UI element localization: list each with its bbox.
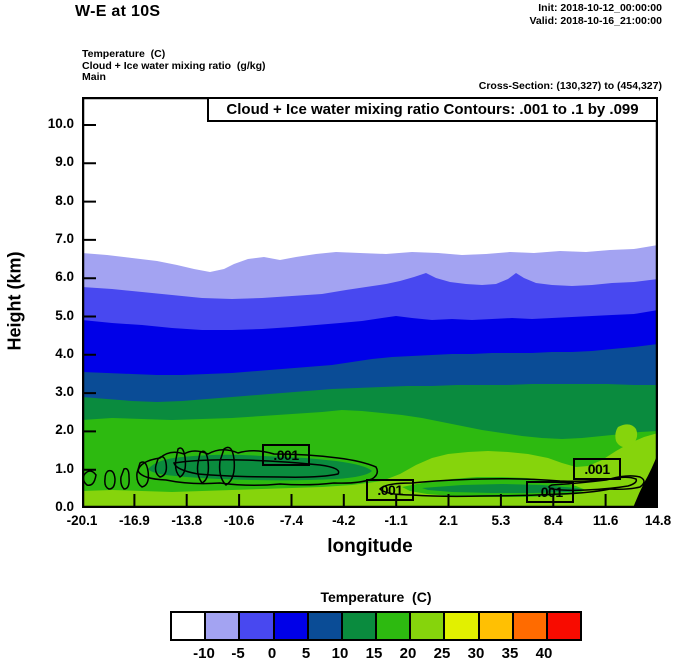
y-tick-label: 8.0: [55, 192, 74, 208]
colorbar-cell: [513, 613, 548, 639]
y-tick-label: 2.0: [55, 422, 74, 438]
colorbar-cell: [308, 613, 343, 639]
field-domain: Main: [82, 71, 106, 83]
field-cloud-ice: Cloud + Ice water mixing ratio (g/kg): [82, 59, 266, 72]
x-tick-label: 2.1: [439, 513, 458, 528]
contour-label-001: .001: [573, 458, 621, 480]
valid-time: Valid: 2018-10-16_21:00:00: [529, 14, 662, 27]
x-tick-label: 14.8: [644, 513, 672, 528]
contour-label-001: .001: [262, 444, 310, 466]
cloud-contour-lines: [82, 446, 645, 498]
y-tick-label: 7.0: [55, 230, 74, 246]
colorbar-tick-label: 40: [535, 645, 553, 662]
colorbar-cell: [547, 613, 581, 639]
x-tick-label: 8.4: [543, 513, 563, 528]
colorbar-tick-label: -10: [193, 645, 215, 662]
y-tick-label: 4.0: [55, 345, 74, 361]
y-tick-label: 9.0: [55, 154, 74, 170]
contour-label-001: .001: [366, 479, 414, 501]
colorbar-tick-label: 35: [501, 645, 519, 662]
colorbar-cell: [240, 613, 275, 639]
x-tick-label: 11.6: [592, 513, 619, 528]
colorbar-tick-label: 0: [267, 645, 277, 662]
x-axis-title: longitude: [327, 536, 413, 557]
cross-section-plot: Cloud + Ice water mixing ratio Contours:…: [48, 97, 671, 528]
plot-canvas: [82, 97, 658, 508]
x-tick-label: -13.8: [171, 513, 203, 528]
colorbar-tick-label: -5: [231, 645, 245, 662]
colorbar-cell: [206, 613, 241, 639]
y-tick-label: 10.0: [47, 116, 74, 131]
x-tick-label: -16.9: [118, 513, 150, 528]
run-times: Init: 2018-10-12_00:00:00 Valid: 2018-10…: [529, 2, 662, 27]
plotted-fields-list: Temperature (C) Cloud + Ice water mixing…: [82, 48, 266, 84]
terrain-wedge: [633, 453, 658, 508]
colorbar-tick-label: 30: [467, 645, 485, 662]
colorbar-tick-label: 15: [365, 645, 383, 662]
y-tick-label: 0.0: [55, 499, 74, 514]
colorbar-cell: [479, 613, 514, 639]
field-temperature: Temperature (C): [82, 48, 166, 60]
temp-blob-20-25-right: [615, 424, 638, 448]
colorbar-cell: [377, 613, 412, 639]
colorbar-tick-label: 25: [433, 645, 451, 662]
colorbar-cell: [274, 613, 309, 639]
colorbar-title: Temperature (C): [320, 589, 432, 605]
colorbar-cell: [411, 613, 446, 639]
y-tick-label: 1.0: [55, 460, 74, 476]
contour-label-001: .001: [526, 481, 574, 503]
y-tick-label: 3.0: [55, 384, 74, 400]
temperature-colorbar: [170, 611, 582, 641]
cross-section-coords: Cross-Section: (130,327) to (454,327): [478, 80, 662, 92]
temp-strip-10-15-low: [422, 484, 586, 493]
colorbar-cell: [342, 613, 378, 639]
init-time: Init: 2018-10-12_00:00:00: [538, 2, 662, 14]
colorbar-tick-label: 10: [331, 645, 349, 662]
x-tick-label: -20.1: [66, 513, 98, 528]
x-tick-label: 5.3: [491, 513, 511, 528]
contour-info-banner: Cloud + Ice water mixing ratio Contours:…: [207, 97, 658, 122]
x-tick-label: -7.4: [279, 513, 304, 528]
y-tick-label: 6.0: [55, 269, 74, 285]
colorbar-cell: [445, 613, 480, 639]
colorbar-tick-label: 5: [301, 645, 311, 662]
x-tick-label: -10.6: [223, 513, 255, 528]
x-tick-label: -1.1: [384, 513, 408, 528]
y-tick-label: 5.0: [55, 307, 74, 323]
colorbar-tick-label: 20: [399, 645, 417, 662]
colorbar-cell: [172, 613, 207, 639]
y-axis-title: Height (km): [4, 251, 25, 351]
page-title: W-E at 10S: [75, 3, 161, 20]
x-tick-label: -4.2: [332, 513, 356, 528]
